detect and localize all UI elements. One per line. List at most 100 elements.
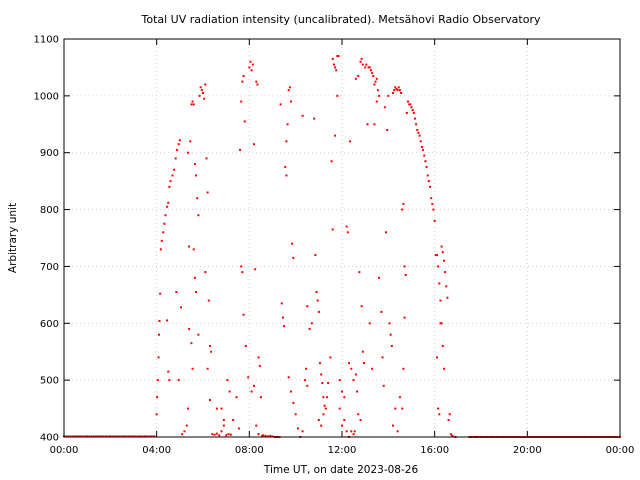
data-point [324,407,327,410]
data-point [350,430,353,433]
data-point [177,379,180,382]
data-point [439,299,442,302]
data-point [374,80,377,83]
data-point [222,424,225,427]
data-point [341,424,343,427]
data-point [191,100,194,103]
data-point [409,103,412,106]
data-point [283,325,286,328]
data-point [139,435,142,438]
y-tick-label: 800 [40,205,59,216]
data-point [405,111,408,114]
data-point [445,285,448,288]
data-point [244,345,247,348]
data-point [153,435,156,438]
data-point [127,435,130,438]
data-point [430,197,433,200]
data-point [169,180,172,183]
data-point [423,154,426,157]
plot-frame [63,38,621,438]
data-point [391,424,394,427]
data-point [222,418,225,421]
data-point [248,66,251,69]
data-point [429,185,432,188]
data-point [345,430,348,433]
data-point [419,140,422,143]
data-point [237,427,240,430]
data-point [375,77,378,80]
data-point [389,333,392,336]
data-point [156,396,159,399]
data-point [371,72,374,75]
data-point [255,424,258,427]
data-point [305,367,308,370]
data-point [335,69,338,72]
data-point [393,89,396,92]
data-point [188,245,191,248]
data-point [284,165,287,168]
data-point [257,433,260,436]
data-point [444,271,447,274]
data-point [398,396,401,399]
data-point [155,413,158,416]
data-point [325,396,328,399]
data-point [146,435,149,438]
data-point [243,120,246,123]
data-point [365,63,368,66]
data-point [232,418,235,421]
data-point [258,364,261,367]
data-point [76,435,79,438]
data-point [166,319,169,322]
data-point [354,77,357,80]
data-point [252,384,255,387]
data-point [357,74,360,77]
y-axis-label: Arbitrary unit [7,203,19,273]
data-point [373,83,376,86]
data-point [415,123,418,126]
data-point [109,435,112,438]
data-point [391,92,394,95]
y-tick-label: 1100 [34,35,59,46]
data-point [306,384,309,387]
data-point [166,205,169,208]
data-point [175,291,178,294]
data-point [427,180,430,183]
data-point [250,390,253,393]
data-point [327,381,330,384]
data-point [188,327,191,330]
data-point [376,89,379,92]
data-point [158,320,161,323]
data-point [262,434,265,437]
data-point [208,345,211,348]
data-point [373,123,376,126]
y-tick-label: 700 [40,262,59,273]
data-point [241,80,244,83]
data-point [381,356,384,359]
data-point [315,291,318,294]
data-point [303,379,306,382]
data-point [78,435,81,438]
data-point [334,134,337,137]
data-point [240,100,243,103]
data-point [198,94,201,97]
data-point [193,276,196,279]
data-point [380,310,383,313]
data-point [102,435,105,438]
data-point [402,367,405,370]
data-point [202,92,204,95]
data-point [422,148,425,151]
data-point [310,322,313,325]
x-tick-label: 16:00 [420,445,449,456]
data-point [199,86,202,89]
data-point [352,379,355,382]
data-point [290,100,293,103]
data-point [281,316,284,319]
data-point [168,379,171,382]
data-point [171,174,174,177]
data-point [168,185,171,188]
data-point [150,435,153,438]
x-tick-label: 12:00 [328,445,357,456]
data-point [360,57,363,60]
data-point [254,268,257,271]
data-point [394,86,397,89]
